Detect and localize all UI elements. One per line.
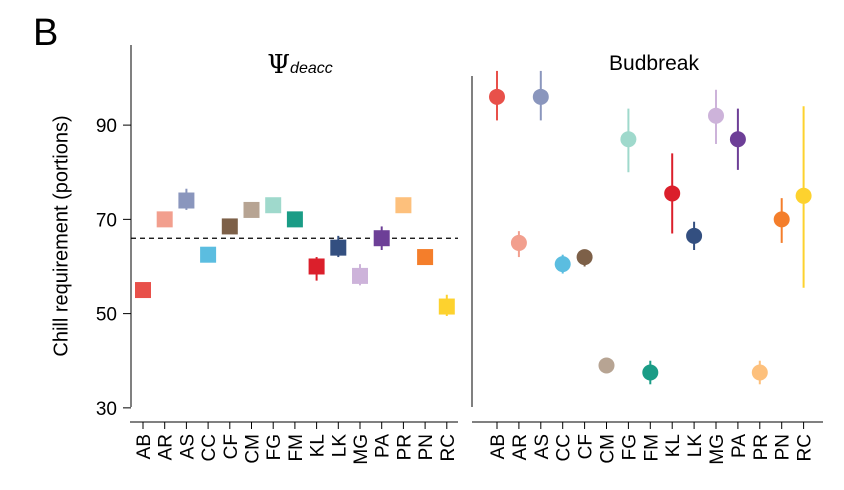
x-tick-label: CC xyxy=(199,434,220,461)
x-tick-label: PN xyxy=(773,434,794,460)
x-tick-label: AB xyxy=(134,434,155,459)
x-tick-label: CC xyxy=(554,434,575,461)
x-tick-label: CF xyxy=(221,434,242,459)
x-tick-label: FG xyxy=(619,434,640,460)
x-tick-label: FG xyxy=(264,434,285,460)
x-tick-label: LK xyxy=(329,434,350,458)
x-tick-label: AR xyxy=(510,434,531,460)
y-tick-label: 90 xyxy=(96,116,117,137)
panel-title-subscript: deacc xyxy=(290,60,333,77)
marker-CF xyxy=(221,218,238,235)
x-tick-label: RC xyxy=(438,434,459,461)
marker-RC xyxy=(795,187,812,204)
x-tick-label: PA xyxy=(373,434,394,458)
marker-PR xyxy=(395,197,412,214)
marker-PR xyxy=(751,364,768,381)
x-tick-label: PA xyxy=(729,434,750,458)
marker-CM xyxy=(243,201,260,218)
x-tick-label: PN xyxy=(416,434,437,460)
x-tick-label: CM xyxy=(243,434,264,464)
marker-AS xyxy=(178,192,195,209)
marker-MG xyxy=(708,107,724,124)
x-tick-label: RC xyxy=(795,434,816,461)
x-tick-label: MG xyxy=(351,434,372,465)
marker-CM xyxy=(598,357,615,374)
panel-budbreak: AB AR AS CC CF CM FG FM KL LK MG PA PR PN RC xyxy=(472,70,823,465)
marker-KL xyxy=(664,185,681,202)
marker-FM xyxy=(642,364,659,381)
x-tick-label: KL xyxy=(663,434,684,457)
marker-PA xyxy=(373,230,390,247)
marker-PN xyxy=(773,211,790,228)
x-tick-label: CF xyxy=(576,434,597,459)
x-tick-label: FM xyxy=(286,434,307,461)
marker-KL xyxy=(308,258,325,275)
marker-AS xyxy=(532,88,549,105)
x-tick-label: PR xyxy=(394,434,415,460)
marker-AR xyxy=(156,211,173,228)
panel-title-budbreak: Budbreak xyxy=(609,52,699,75)
marker-PN xyxy=(417,249,434,266)
panel-letter: B xyxy=(33,12,59,54)
x-tick-label: FM xyxy=(641,434,662,461)
y-tick-label: 30 xyxy=(96,399,117,420)
marker-LK xyxy=(686,227,703,244)
marker-RC xyxy=(438,298,455,315)
x-tick-label: MG xyxy=(707,434,728,465)
x-tick-label: AS xyxy=(532,434,553,459)
marker-FG xyxy=(265,197,282,214)
marker-AR xyxy=(510,234,527,251)
marker-CF xyxy=(576,249,593,266)
x-tick-label: PR xyxy=(751,434,772,460)
panel-deacc: AB AR AS CC CF CM FG FM KL LK MG PA PR PN RC xyxy=(130,188,459,465)
y-tick-label: 50 xyxy=(96,305,117,326)
marker-CC xyxy=(200,246,217,263)
marker-FM xyxy=(286,211,303,228)
x-tick-label: LK xyxy=(685,434,706,458)
marker-AB xyxy=(135,282,151,299)
x-tick-label: AR xyxy=(156,434,177,460)
x-tick-label: KL xyxy=(308,434,329,457)
marker-LK xyxy=(330,239,347,256)
x-tick-label: AS xyxy=(177,434,198,459)
marker-AB xyxy=(489,88,505,105)
x-tick-label: CM xyxy=(598,434,619,464)
marker-PA xyxy=(729,131,746,148)
marker-MG xyxy=(352,267,368,284)
panel-title-deacc: Ψdeacc xyxy=(267,50,333,80)
y-tick-label: 70 xyxy=(96,210,117,231)
x-tick-label: AB xyxy=(488,434,509,459)
panel-title-symbol: Ψ xyxy=(267,50,291,80)
marker-CC xyxy=(554,256,571,273)
marker-FG xyxy=(620,131,637,148)
